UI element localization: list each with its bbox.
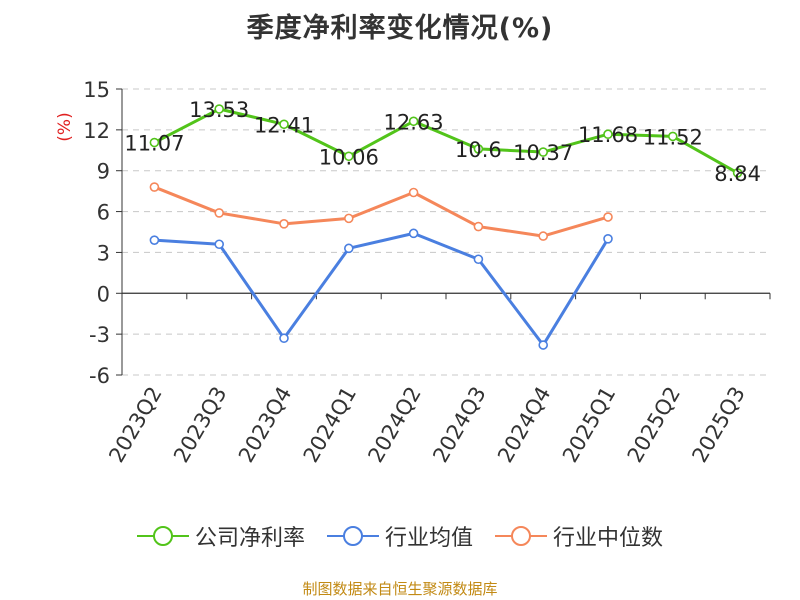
data-label: 11.07 (124, 132, 184, 156)
data-point (473, 254, 484, 265)
data-label: 11.68 (578, 123, 638, 147)
series-line (153, 185, 609, 238)
data-point (473, 221, 484, 232)
data-point (279, 333, 289, 344)
data-point (214, 239, 224, 250)
y-axis-label: (%) (55, 112, 75, 141)
legend-label: 行业均值 (384, 526, 473, 551)
x-tick-label: 2023Q3 (169, 383, 231, 467)
legend-label: 行业中位数 (553, 526, 664, 551)
x-tick-label: 2024Q1 (299, 383, 361, 467)
x-tick-label: 2023Q4 (234, 383, 296, 467)
x-tick-label: 2024Q4 (493, 383, 555, 467)
data-point (408, 187, 419, 198)
x-tick-label: 2024Q3 (428, 383, 490, 467)
data-label: 10.06 (319, 145, 379, 169)
data-label: 12.63 (384, 110, 444, 134)
y-tick-label: -6 (89, 364, 110, 388)
data-label: 10.37 (513, 141, 573, 165)
x-tick-label: 2025Q1 (558, 383, 620, 467)
data-point (149, 235, 160, 245)
data-point (732, 168, 743, 178)
data-point (408, 228, 419, 239)
data-point (603, 129, 613, 140)
data-label: 13.53 (189, 98, 249, 122)
series-line (154, 231, 610, 347)
data-point (603, 212, 613, 222)
data-point (149, 182, 160, 192)
x-tick-label: 2025Q2 (623, 383, 685, 467)
data-point (408, 116, 419, 127)
data-point (603, 234, 613, 244)
data-point (667, 131, 678, 142)
y-tick-label: 12 (83, 119, 110, 143)
data-point (538, 340, 549, 350)
source-note: 制图数据来自恒生聚源数据库 (302, 580, 498, 598)
y-tick-label: 6 (97, 201, 110, 225)
x-tick-label: 2023Q2 (104, 383, 166, 467)
legend-swatch (326, 526, 379, 546)
x-tick-label: 2024Q2 (363, 383, 425, 467)
x-tick-label: 2025Q3 (687, 383, 749, 467)
y-tick-label: 3 (97, 241, 110, 265)
y-tick-label: -3 (89, 323, 110, 347)
data-label: 8.84 (714, 162, 761, 186)
data-point (279, 119, 289, 130)
data-point (149, 137, 160, 148)
data-point (343, 213, 354, 224)
legend-label: 公司净利率 (194, 526, 305, 551)
data-point (343, 243, 354, 254)
data-point (214, 208, 224, 218)
chart-title: 季度净利率变化情况(%) (246, 13, 554, 44)
y-tick-label: 0 (97, 282, 110, 306)
legend-item[interactable]: 行业中位数 (495, 520, 663, 552)
legend-item[interactable]: 公司净利率 (136, 520, 305, 552)
data-label: 10.6 (455, 138, 502, 162)
y-tick-label: 15 (83, 78, 110, 102)
series-line (153, 107, 739, 175)
data-point (343, 151, 354, 162)
data-point (473, 144, 484, 154)
data-point (279, 219, 289, 229)
y-tick-label: 9 (97, 160, 110, 184)
legend-swatch (495, 526, 547, 546)
data-label: 12.41 (254, 113, 314, 137)
legend-item[interactable]: 行业均值 (326, 520, 473, 552)
data-point (214, 104, 224, 114)
legend: 公司净利率 行业均值 行业中位数 (0, 520, 800, 552)
data-point (538, 147, 549, 157)
data-label: 11.52 (643, 125, 703, 149)
legend-swatch (136, 526, 189, 546)
data-point (538, 231, 549, 241)
